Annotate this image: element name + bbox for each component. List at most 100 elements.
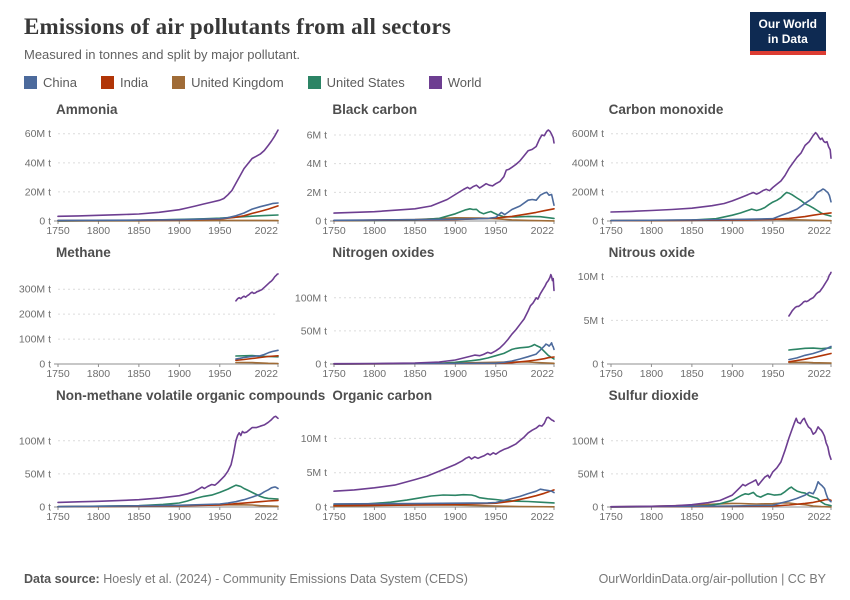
y-tick-label: 5M t bbox=[583, 315, 604, 327]
x-tick-label: 1950 bbox=[484, 225, 508, 237]
legend-item-united-states[interactable]: United States bbox=[307, 75, 405, 90]
x-tick-label: 1950 bbox=[208, 511, 232, 523]
chart-plot-ammonia[interactable]: 0 t 20M t 40M t 60M t 1750 1800 1850 1900 1950 20… bbox=[12, 119, 284, 237]
x-tick-label: 1900 bbox=[720, 368, 744, 380]
owid-logo-line2: in Data bbox=[767, 32, 808, 46]
legend-item-india[interactable]: India bbox=[100, 75, 148, 90]
series-line-united-states bbox=[333, 343, 556, 365]
series-line-china bbox=[333, 488, 556, 505]
y-tick-label: 100M t bbox=[19, 334, 51, 346]
x-tick-label: 1850 bbox=[404, 511, 428, 523]
y-tick-label: 60M t bbox=[25, 128, 51, 140]
series-line-china bbox=[609, 481, 832, 508]
x-tick-label: 1850 bbox=[680, 511, 704, 523]
data-source-label: Data source: bbox=[24, 572, 100, 586]
y-tick-label: 5M t bbox=[307, 467, 328, 479]
chart-plot-nitrous-oxide[interactable]: 0 t 5M t 10M t 1750 1800 1850 1900 1950 2022 bbox=[565, 262, 837, 380]
chart-plot-black-carbon[interactable]: 0 t 2M t 4M t 6M t 1750 1800 1850 1900 1950 2022 bbox=[288, 119, 560, 237]
y-tick-label: 200M t bbox=[19, 309, 51, 321]
footer-credit[interactable]: OurWorldinData.org/air-pollution | CC BY bbox=[598, 572, 826, 586]
x-tick-label: 1950 bbox=[761, 225, 785, 237]
x-tick-label: 1850 bbox=[680, 368, 704, 380]
chart-plot-sulfur-dioxide[interactable]: 0 t 50M t 100M t 1750 1800 1850 1900 1950 2022 bbox=[565, 405, 837, 523]
x-tick-label: 1800 bbox=[363, 368, 387, 380]
series-line-united-kingdom bbox=[235, 361, 279, 365]
line-chart-svg: 0 t 100M t 200M t 300M t 1750 1800 1850 1900 195… bbox=[19, 273, 279, 380]
x-tick-label: 2022 bbox=[255, 511, 279, 523]
series-line-india bbox=[235, 355, 279, 362]
line-chart-svg: 0 t 50M t 100M t 1750 1800 1850 1900 1950 2022 bbox=[572, 417, 832, 523]
x-tick-label: 2022 bbox=[531, 511, 555, 523]
x-tick-label: 1800 bbox=[363, 511, 387, 523]
legend-label-world: World bbox=[447, 75, 482, 90]
legend-item-china[interactable]: China bbox=[24, 75, 77, 90]
legend-swatch-india bbox=[100, 76, 114, 89]
chart-title-black-carbon: Black carbon bbox=[332, 102, 418, 117]
x-tick-label: 1900 bbox=[444, 511, 468, 523]
chart-ammonia: Ammonia 0 t 20M t 40M t 60M t 1750 1800 1850 19… bbox=[12, 96, 285, 237]
series-line-united-kingdom bbox=[787, 361, 832, 364]
series-line-world bbox=[333, 416, 556, 492]
chart-nitrogen-oxides: Nitrogen oxides 0 t 50M t 100M t 1750 1800 18… bbox=[288, 239, 561, 380]
legend: China India United Kingdom United States… bbox=[24, 75, 826, 90]
x-tick-label: 1750 bbox=[46, 368, 70, 380]
series-line-world bbox=[333, 129, 556, 214]
legend-item-world[interactable]: World bbox=[428, 75, 482, 90]
x-tick-label: 1750 bbox=[46, 225, 70, 237]
line-chart-svg: 0 t 5M t 10M t 1750 1800 1850 1900 1950 2022 bbox=[577, 271, 832, 380]
chart-title-nitrogen-oxides: Nitrogen oxides bbox=[332, 245, 435, 260]
chart-sulfur-dioxide: Sulfur dioxide 0 t 50M t 100M t 1750 1800 185… bbox=[565, 382, 838, 523]
y-tick-label: 200M t bbox=[572, 186, 604, 198]
x-tick-label: 1950 bbox=[761, 368, 785, 380]
chart-title-sulfur-dioxide: Sulfur dioxide bbox=[608, 388, 699, 403]
y-tick-label: 40M t bbox=[25, 157, 51, 169]
x-tick-label: 1850 bbox=[404, 225, 428, 237]
y-tick-label: 0 t bbox=[592, 502, 604, 514]
x-tick-label: 1900 bbox=[168, 511, 192, 523]
x-tick-label: 1800 bbox=[87, 225, 111, 237]
x-tick-label: 1750 bbox=[323, 368, 347, 380]
x-tick-label: 1950 bbox=[208, 225, 232, 237]
x-tick-label: 1850 bbox=[404, 368, 428, 380]
x-tick-label: 1750 bbox=[599, 368, 623, 380]
x-tick-label: 2022 bbox=[255, 368, 279, 380]
series-line-world bbox=[333, 273, 556, 365]
legend-swatch-china bbox=[24, 76, 37, 89]
chart-title-nmvoc: Non-methane volatile organic compounds bbox=[56, 388, 326, 403]
x-tick-label: 2022 bbox=[255, 225, 279, 237]
chart-title-organic-carbon: Organic carbon bbox=[332, 388, 433, 403]
legend-item-united-kingdom[interactable]: United Kingdom bbox=[172, 75, 284, 90]
chart-title-methane: Methane bbox=[56, 245, 111, 260]
series-line-world bbox=[609, 417, 832, 508]
chart-plot-carbon-monoxide[interactable]: 0 t 200M t 400M t 600M t 1750 1800 1850 1900 195… bbox=[565, 119, 837, 237]
y-tick-label: 50M t bbox=[25, 468, 51, 480]
owid-logo[interactable]: Our World in Data bbox=[749, 12, 826, 55]
chart-nitrous-oxide: Nitrous oxide 0 t 5M t 10M t 1750 1800 1850 19… bbox=[565, 239, 838, 380]
legend-swatch-world bbox=[428, 76, 442, 89]
series-line-united-states bbox=[333, 493, 556, 506]
series-line-world bbox=[57, 415, 279, 504]
x-tick-label: 2022 bbox=[807, 368, 831, 380]
chart-title-nitrous-oxide: Nitrous oxide bbox=[608, 245, 695, 260]
line-chart-svg: 0 t 200M t 400M t 600M t 1750 1800 1850 1900 195… bbox=[572, 128, 832, 237]
chart-nmvoc: Non-methane volatile organic compounds 0… bbox=[12, 382, 326, 523]
line-chart-svg: 0 t 2M t 4M t 6M t 1750 1800 1850 1900 1950 2022 bbox=[307, 129, 556, 237]
x-tick-label: 1800 bbox=[639, 511, 663, 523]
chart-plot-nmvoc[interactable]: 0 t 50M t 100M t 1750 1800 1850 1900 1950 2022 bbox=[12, 405, 284, 523]
x-tick-label: 1900 bbox=[720, 225, 744, 237]
title-block: Emissions of air pollutants from all sec… bbox=[24, 12, 451, 75]
y-tick-label: 100M t bbox=[572, 435, 604, 447]
y-tick-label: 600M t bbox=[572, 128, 604, 140]
chart-plot-methane[interactable]: 0 t 100M t 200M t 300M t 1750 1800 1850 1900 195… bbox=[12, 262, 284, 380]
chart-plot-nitrogen-oxides[interactable]: 0 t 50M t 100M t 1750 1800 1850 1900 1950 2022 bbox=[288, 262, 560, 380]
series-line-china bbox=[57, 202, 279, 222]
x-tick-label: 1850 bbox=[127, 511, 151, 523]
x-tick-label: 1850 bbox=[680, 225, 704, 237]
x-tick-label: 1800 bbox=[363, 225, 387, 237]
chart-plot-organic-carbon[interactable]: 0 t 5M t 10M t 1750 1800 1850 1900 1950 2022 bbox=[288, 405, 560, 523]
y-tick-label: 0 t bbox=[316, 502, 328, 514]
chart-black-carbon: Black carbon 0 t 2M t 4M t 6M t 1750 1800 1850… bbox=[288, 96, 561, 237]
series-line-world bbox=[57, 129, 279, 218]
x-tick-label: 1800 bbox=[87, 511, 111, 523]
series-line-china bbox=[787, 345, 832, 361]
